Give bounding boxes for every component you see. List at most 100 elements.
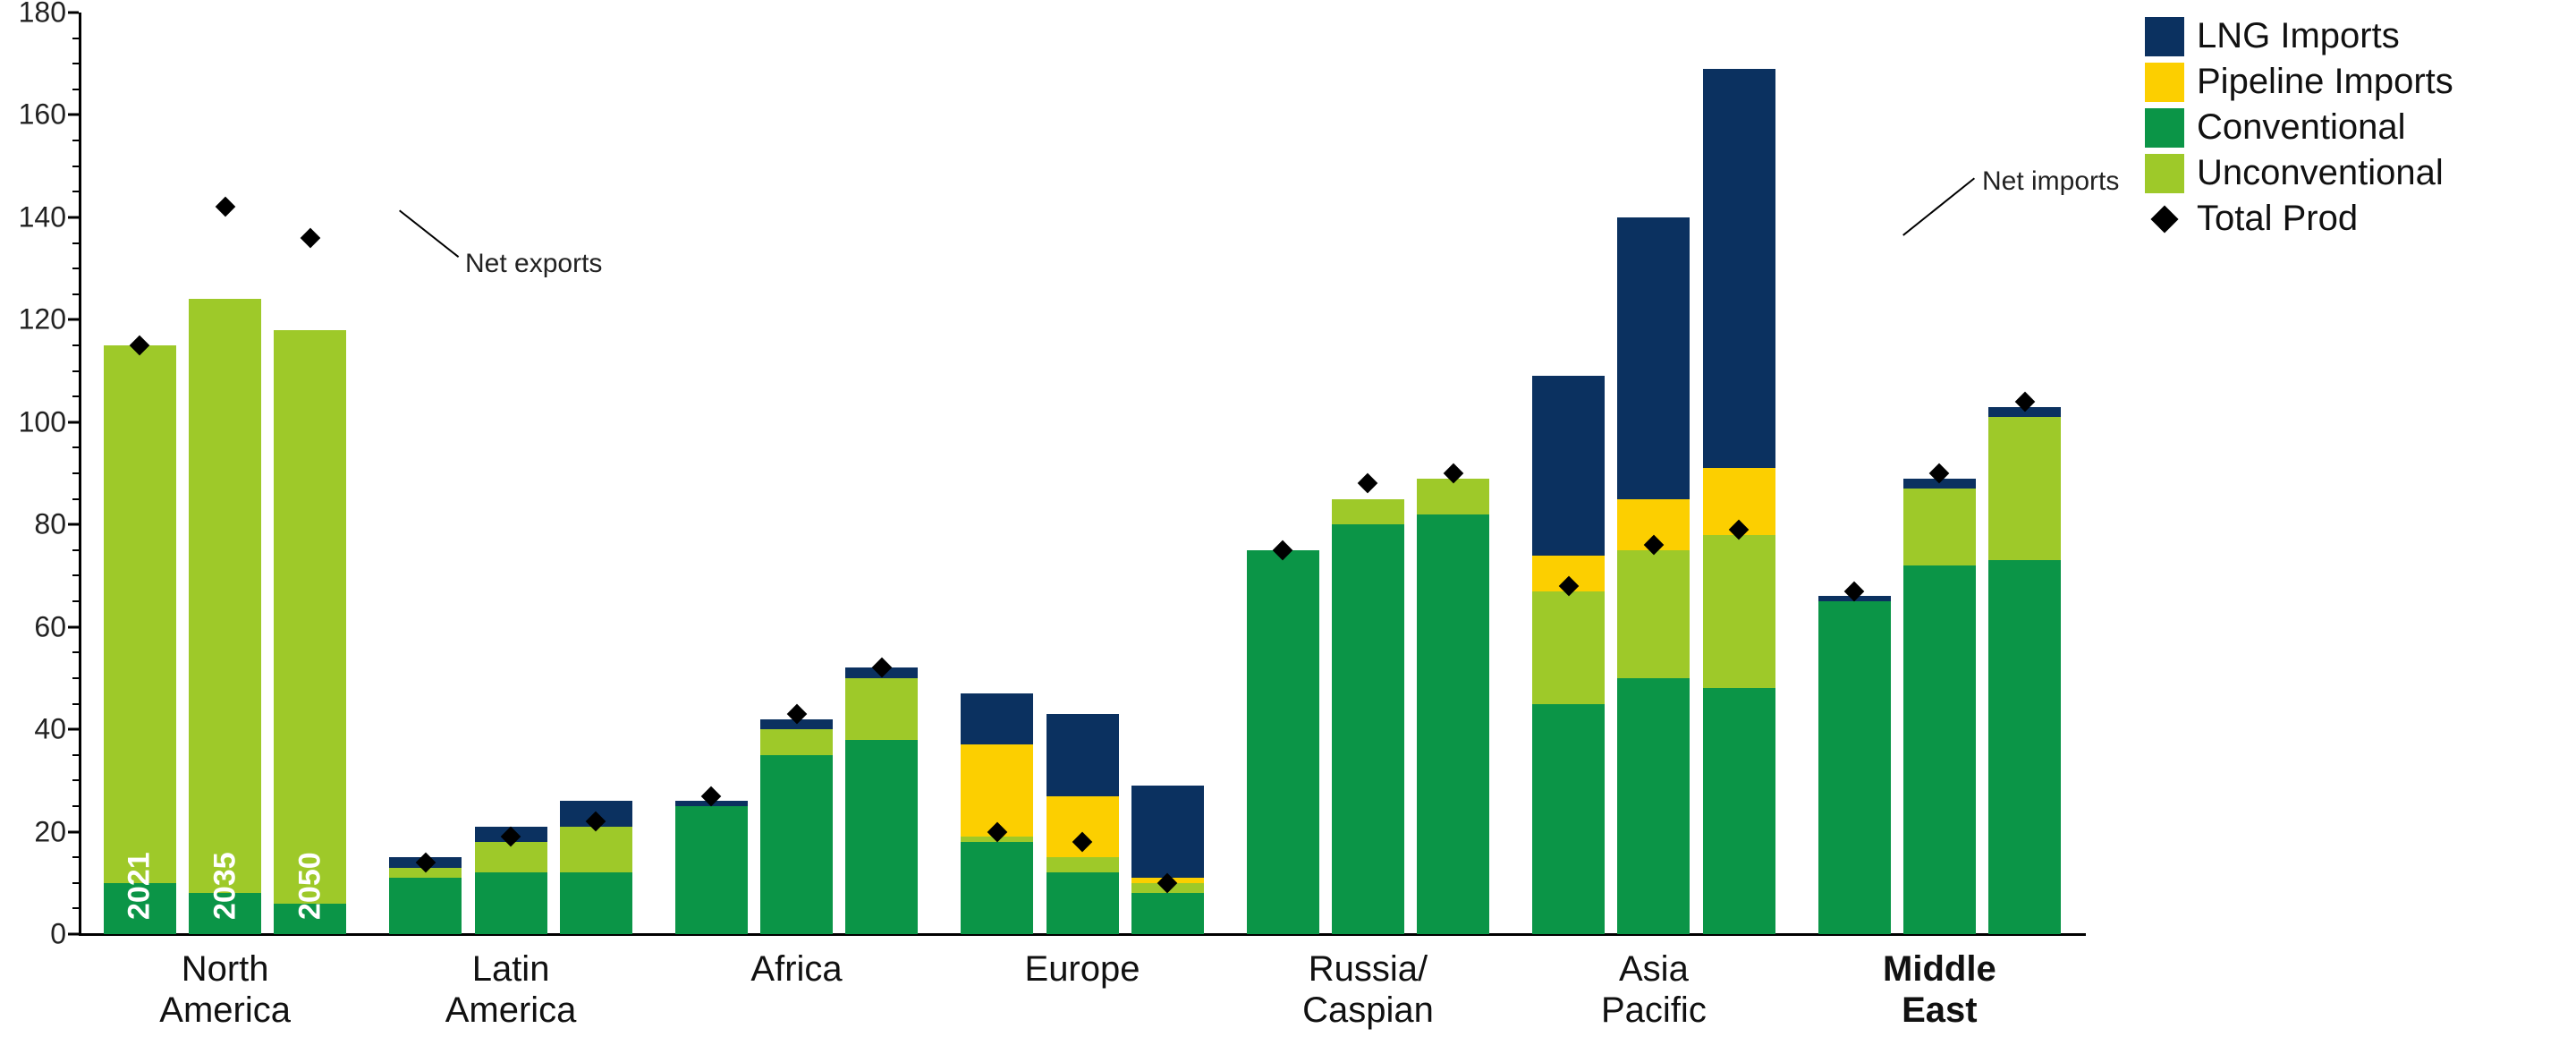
y-tick-label: 80 (34, 508, 66, 541)
bar (961, 693, 1033, 934)
y-tick-label: 60 (34, 610, 66, 643)
region-label: Middle East (1883, 948, 1996, 1031)
gas-supply-chart: 020406080100120140160180202120352050Nort… (0, 0, 2576, 1054)
bar-segment-conventional (1818, 601, 1891, 934)
y-minor-tick (72, 600, 79, 602)
y-tick-label: 140 (19, 200, 66, 234)
total-prod-marker (215, 197, 235, 217)
bar (760, 719, 833, 934)
legend-label: Total Prod (2197, 199, 2358, 239)
y-minor-tick (72, 89, 79, 90)
region-group: Latin America (377, 13, 645, 934)
bar-segment-conventional (1532, 704, 1605, 935)
bar-segment-conventional (1046, 872, 1119, 934)
bar (1988, 407, 2061, 934)
year-label: 2035 (208, 852, 242, 920)
bar-segment-lng-imports (1532, 376, 1605, 555)
legend-swatch-icon (2145, 17, 2184, 56)
y-minor-tick (72, 651, 79, 653)
y-tick (68, 421, 79, 423)
bar-segment-unconventional (104, 345, 176, 883)
bar (274, 330, 346, 934)
y-minor-tick (72, 242, 79, 244)
bar-segment-unconventional (1332, 499, 1404, 525)
y-minor-tick (72, 370, 79, 372)
y-tick (68, 319, 79, 321)
y-tick-label: 120 (19, 303, 66, 336)
bar-segment-conventional (961, 842, 1033, 934)
region-group: 202120352050North America (91, 13, 360, 934)
bar (104, 345, 176, 934)
bar-segment-conventional (845, 740, 918, 934)
y-tick (68, 933, 79, 936)
legend: LNG Imports Pipeline Imports Conventional… (2145, 16, 2453, 239)
bar-segment-conventional (1617, 678, 1690, 934)
annotation-label: Net exports (465, 249, 602, 279)
bar-segment-unconventional (1417, 479, 1489, 514)
bar (1818, 596, 1891, 934)
y-tick (68, 625, 79, 628)
region-group: Asia Pacific (1520, 13, 1788, 934)
bar-segment-unconventional (1988, 417, 2061, 560)
region-group: Europe (948, 13, 1216, 934)
bar-segment-unconventional (1046, 857, 1119, 872)
y-minor-tick (72, 882, 79, 884)
bar (845, 667, 918, 934)
y-tick-label: 100 (19, 405, 66, 438)
bar-segment-conventional (475, 872, 547, 934)
legend-row: Unconventional (2145, 153, 2453, 193)
region-label: Latin America (445, 948, 577, 1031)
bar-segment-conventional (760, 755, 833, 934)
y-minor-tick (72, 498, 79, 500)
legend-label: Unconventional (2197, 153, 2444, 193)
bar (1903, 479, 1976, 934)
region-label: Asia Pacific (1601, 948, 1707, 1031)
bar (1417, 479, 1489, 934)
bar-segment-lng-imports (1046, 714, 1119, 796)
year-label: 2050 (292, 852, 327, 920)
y-tick (68, 728, 79, 731)
y-minor-tick (72, 907, 79, 909)
region-group: Africa (663, 13, 931, 934)
legend-row: LNG Imports (2145, 16, 2453, 56)
bar (189, 299, 261, 934)
y-tick (68, 12, 79, 14)
legend-swatch-icon (2145, 63, 2184, 102)
bar-segment-unconventional (1903, 489, 1976, 565)
legend-label: Pipeline Imports (2197, 62, 2453, 102)
y-minor-tick (72, 472, 79, 474)
bar (675, 801, 748, 934)
bar-segment-conventional (560, 872, 632, 934)
bar-segment-lng-imports (1617, 217, 1690, 499)
bar-segment-conventional (675, 806, 748, 934)
y-minor-tick (72, 191, 79, 192)
y-minor-tick (72, 63, 79, 64)
y-minor-tick (72, 166, 79, 167)
region-label: Europe (1025, 948, 1140, 990)
y-tick (68, 523, 79, 526)
y-minor-tick (72, 140, 79, 141)
legend-row: Conventional (2145, 107, 2453, 148)
bar-segment-unconventional (560, 827, 632, 873)
y-tick-label: 0 (50, 918, 66, 951)
bar-segment-unconventional (189, 299, 261, 893)
bar-segment-unconventional (1617, 550, 1690, 678)
bar-segment-lng-imports (1131, 786, 1204, 878)
legend-marker-icon (2150, 205, 2178, 233)
bar-segment-unconventional (274, 330, 346, 904)
legend-label: LNG Imports (2197, 16, 2400, 56)
y-tick-label: 20 (34, 815, 66, 848)
legend-label: Conventional (2197, 107, 2406, 148)
region-label: North America (159, 948, 291, 1031)
bar (1332, 499, 1404, 934)
bar-segment-conventional (1988, 560, 2061, 934)
y-tick-label: 160 (19, 98, 66, 132)
y-tick (68, 830, 79, 833)
y-tick (68, 216, 79, 218)
legend-swatch-icon (2145, 154, 2184, 193)
y-minor-tick (72, 344, 79, 346)
y-tick-label: 40 (34, 713, 66, 746)
y-minor-tick (72, 574, 79, 576)
y-minor-tick (72, 677, 79, 679)
bar-segment-conventional (1417, 514, 1489, 934)
